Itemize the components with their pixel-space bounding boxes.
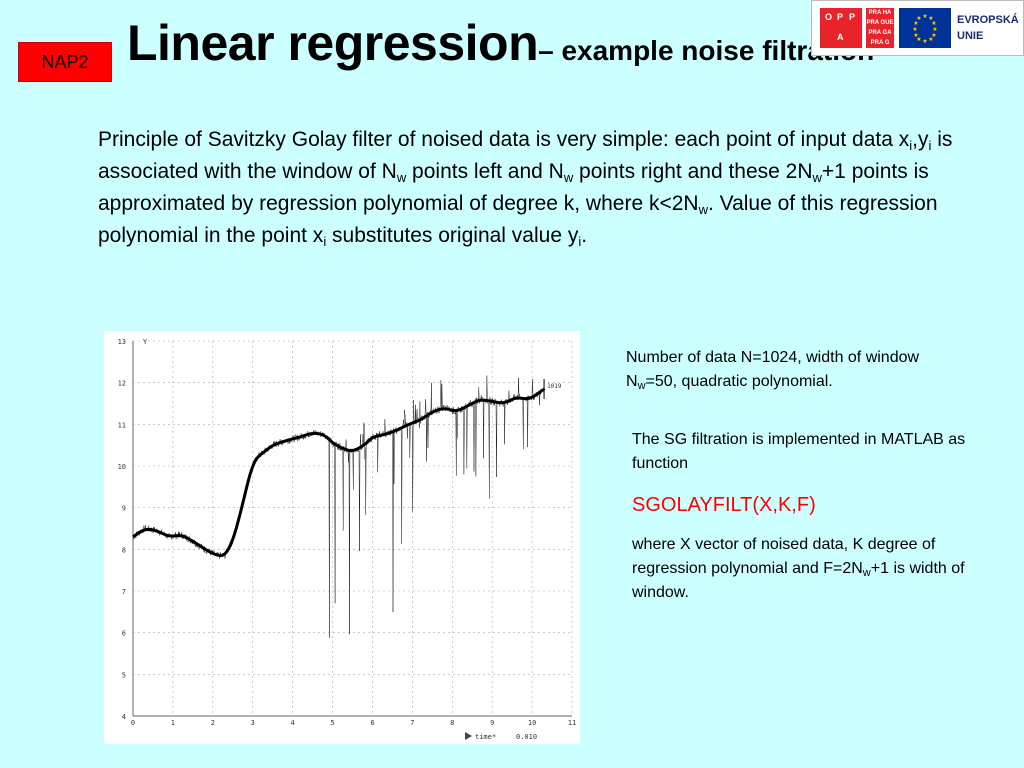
para-sub: w: [563, 170, 574, 185]
note-sub: w: [862, 567, 871, 579]
svg-text:★: ★: [931, 20, 936, 27]
oppa-letter: O: [825, 12, 833, 22]
note-text: where X vector of noised data, K degree …: [632, 536, 936, 577]
filtered-series-line: [132, 387, 545, 558]
note-text: =50, quadratic polynomial.: [645, 373, 833, 390]
matlab-note: The SG filtration is implemented in MATL…: [632, 431, 966, 472]
function-name: SGOLAYFILT(X,K,F): [632, 494, 816, 516]
x-tick-label: 4: [291, 719, 295, 727]
para-text: +1 points is approximated by regression …: [98, 160, 929, 215]
svg-text:★: ★: [931, 32, 936, 39]
para-sub: i: [909, 138, 913, 153]
y-axis-label: Y: [143, 338, 148, 346]
praha-line: PRA G: [870, 40, 890, 46]
x-tick-label: 1: [171, 719, 175, 727]
para-text: substitutes original value y: [326, 224, 579, 247]
x-tick-label: 6: [370, 719, 374, 727]
svg-text:★: ★: [913, 20, 918, 27]
svg-text:★: ★: [916, 15, 921, 22]
note-sub: w: [637, 380, 646, 392]
y-tick-label: 10: [118, 463, 126, 471]
para-sub: i: [928, 138, 932, 153]
eu-logo-text: EVROPSKÁ UNIE: [957, 12, 1019, 44]
data-note: Number of data N=1024, width of window N…: [626, 346, 966, 394]
x-axis-arrow-icon: [465, 732, 472, 740]
raw-signal-line: [132, 375, 545, 638]
y-tick-label: 6: [122, 630, 126, 638]
y-tick-label: 8: [122, 546, 126, 554]
para-text: ,y: [912, 128, 929, 151]
praha-line: PRA GUE: [866, 20, 894, 26]
x-tick-label: 0: [131, 719, 135, 727]
praha-line: PRA HA: [868, 10, 892, 16]
x-tick-label: 7: [410, 719, 414, 727]
oppa-letter: A: [837, 32, 844, 42]
x-tick-label: 5: [330, 719, 334, 727]
svg-text:★: ★: [916, 36, 921, 43]
para-text: is associated with the window of N: [98, 128, 953, 183]
para-text: . Value of this regression polynomial in…: [98, 192, 938, 247]
svg-text:★: ★: [922, 13, 927, 20]
title-main: Linear regression: [127, 15, 539, 71]
oppa-letter: P: [837, 12, 844, 22]
x-tick-label: 9: [490, 719, 494, 727]
principle-paragraph: Principle of Savitzky Golay filter of no…: [98, 124, 978, 252]
end-marker-label: 1019: [547, 383, 562, 390]
eu-flag-icon: ★ ★★ ★★★ ★★★ ★★★: [899, 8, 951, 48]
x-tick-label: 11: [568, 719, 576, 727]
partner-logos: O P P A PRA HA PRA GUE PRA GA PRA G ★ ★ ★ …: [811, 0, 1024, 56]
svg-text:★: ★: [913, 32, 918, 39]
para-text: Principle of Savitzky Golay filter of no…: [98, 128, 910, 151]
x-tick-label: 8: [450, 719, 454, 727]
para-text: .: [581, 224, 588, 247]
slide-title: Linear regression– example noise filtrat…: [127, 14, 874, 72]
svg-text:★: ★: [922, 38, 927, 45]
svg-text:★: ★: [928, 15, 933, 22]
para-sub: w: [396, 170, 407, 185]
note-text: +1 is width of window.: [632, 560, 965, 601]
x-axis-label: time*: [475, 733, 496, 741]
para-text: points left and N: [406, 160, 564, 183]
nap2-badge: NAP2: [18, 42, 112, 82]
eu-line2: UNIE: [957, 30, 984, 42]
svg-text:★: ★: [928, 36, 933, 43]
parameter-note: where X vector of noised data, K degree …: [632, 533, 1002, 605]
y-tick-label: 11: [118, 421, 126, 429]
oppa-logo: O P P A: [820, 8, 862, 48]
y-tick-label: 4: [122, 713, 126, 721]
praha-logo: PRA HA PRA GUE PRA GA PRA G: [866, 8, 894, 48]
y-tick-label: 7: [122, 588, 126, 596]
svg-text:★: ★: [912, 26, 917, 33]
x-scale-label: 0.010: [516, 733, 537, 741]
x-tick-label: 2: [211, 719, 215, 727]
y-tick-label: 12: [118, 380, 126, 388]
x-tick-label: 10: [528, 719, 536, 727]
para-sub: w: [812, 170, 822, 185]
y-tick-label: 13: [118, 338, 126, 346]
oppa-letter: P: [849, 12, 856, 22]
para-text: points right and these 2N: [573, 160, 813, 183]
svg-text:★: ★: [932, 26, 937, 33]
y-tick-label: 5: [122, 671, 126, 679]
x-tick-label: 3: [251, 719, 255, 727]
para-sub: i: [323, 234, 327, 249]
praha-line: PRA GA: [868, 30, 892, 36]
note-text: Number of data N=1024, width of window N: [626, 349, 920, 390]
eu-line1: EVROPSKÁ: [957, 14, 1019, 26]
para-sub: w: [698, 202, 708, 217]
y-tick-label: 9: [122, 505, 126, 513]
para-sub: i: [578, 234, 582, 249]
